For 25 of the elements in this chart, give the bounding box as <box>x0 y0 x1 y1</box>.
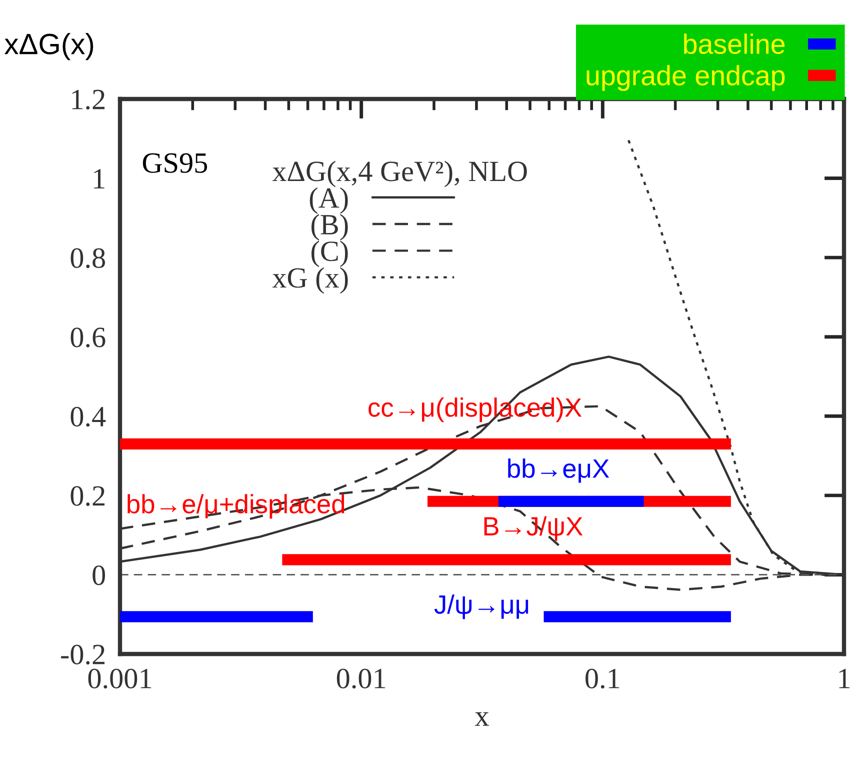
y-axis-title: xΔG(x) <box>4 32 94 60</box>
y-tick-label: 1.2 <box>72 90 104 110</box>
legend-label: (B) <box>311 214 348 240</box>
legend-title: xΔG(x,4 GeV²), NLO <box>272 160 527 188</box>
y-tick-label: 0.2 <box>70 486 104 506</box>
x-tick-label: 0.001 <box>88 668 152 689</box>
legend-label: xG (x) <box>272 267 348 294</box>
x-tick-label: 0.01 <box>336 668 386 689</box>
annotation: GS95 <box>142 153 208 173</box>
annotation: J/ψ→μμ <box>434 594 528 620</box>
y-tick-label: 0 <box>92 565 105 586</box>
y-tick-label: -0.2 <box>61 644 105 665</box>
x-axis-title: x <box>474 712 489 726</box>
legend-label: upgrade endcap <box>586 65 785 91</box>
legend-label: (A) <box>310 187 348 214</box>
annotation: bb→eμX <box>508 458 610 483</box>
y-tick-label: 0.6 <box>70 328 106 348</box>
legend-label: (C) <box>311 240 348 268</box>
x-tick-label: 0.1 <box>586 668 620 689</box>
y-tick-label: 0.4 <box>70 406 106 427</box>
annotation: B→J/ψX <box>484 516 583 541</box>
x-tick-label: 1 <box>839 668 850 688</box>
legend-label: baseline <box>684 34 785 54</box>
y-tick-label: 1 <box>94 169 104 188</box>
y-tick-label: 0.8 <box>70 248 105 268</box>
